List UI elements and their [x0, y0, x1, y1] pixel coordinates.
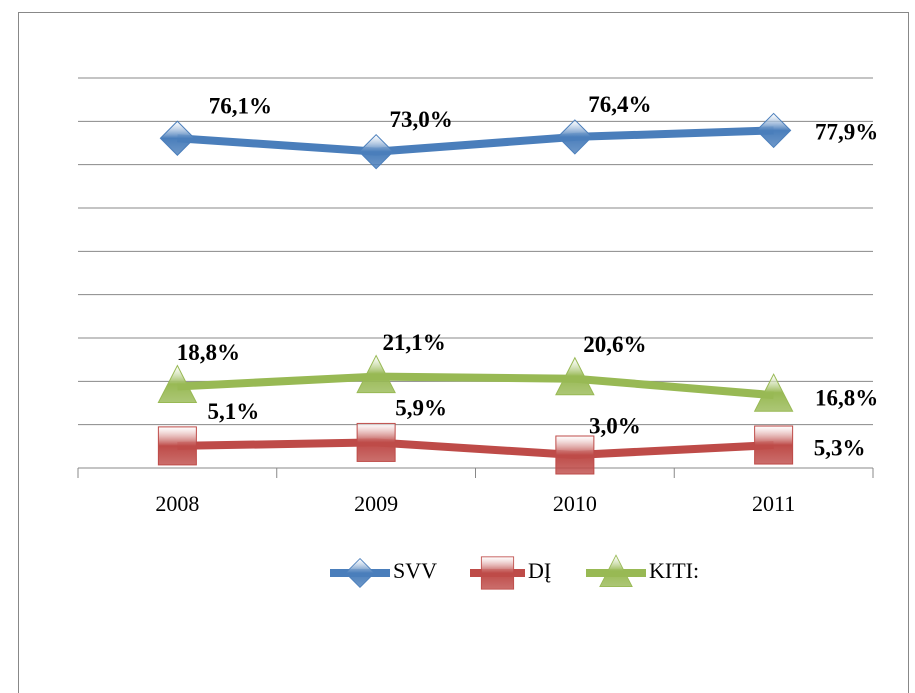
marker: [157, 426, 197, 466]
marker: [159, 120, 196, 156]
marker: [557, 119, 593, 155]
marker: [358, 133, 394, 170]
legend-label: DĮ: [528, 558, 551, 583]
series-line: [177, 126, 774, 156]
marker: [356, 422, 396, 462]
data-label: 76,4%: [588, 92, 651, 117]
legend-label: KITI:: [649, 558, 699, 583]
marker: [555, 435, 595, 475]
marker: [755, 112, 792, 149]
data-label: 3,0%: [589, 413, 641, 438]
data-label: 73,0%: [390, 107, 453, 132]
marker: [356, 354, 396, 394]
x-tick-label: 2011: [752, 491, 795, 516]
series-line: [177, 372, 774, 400]
data-label: 21,1%: [383, 330, 446, 355]
marker: [555, 356, 595, 396]
series-line: [177, 438, 774, 459]
marker: [754, 425, 794, 465]
data-label: 5,1%: [208, 399, 260, 424]
legend-label: SVV: [393, 558, 437, 583]
data-label: 77,9%: [815, 120, 878, 145]
marker: [157, 364, 198, 404]
x-tick-label: 2008: [155, 491, 199, 516]
legend-marker: [480, 556, 515, 590]
data-label: 16,8%: [815, 385, 878, 410]
data-label: 20,6%: [583, 332, 646, 357]
legend-marker: [344, 557, 376, 589]
data-label: 18,8%: [177, 340, 240, 365]
marker: [753, 373, 794, 412]
chart-border: [18, 12, 909, 693]
data-label: 5,3%: [814, 435, 866, 460]
legend-marker: [599, 554, 633, 588]
data-label: 5,9%: [395, 396, 447, 421]
data-label: 76,1%: [209, 94, 272, 119]
x-tick-label: 2009: [354, 491, 398, 516]
x-tick-label: 2010: [553, 491, 597, 516]
